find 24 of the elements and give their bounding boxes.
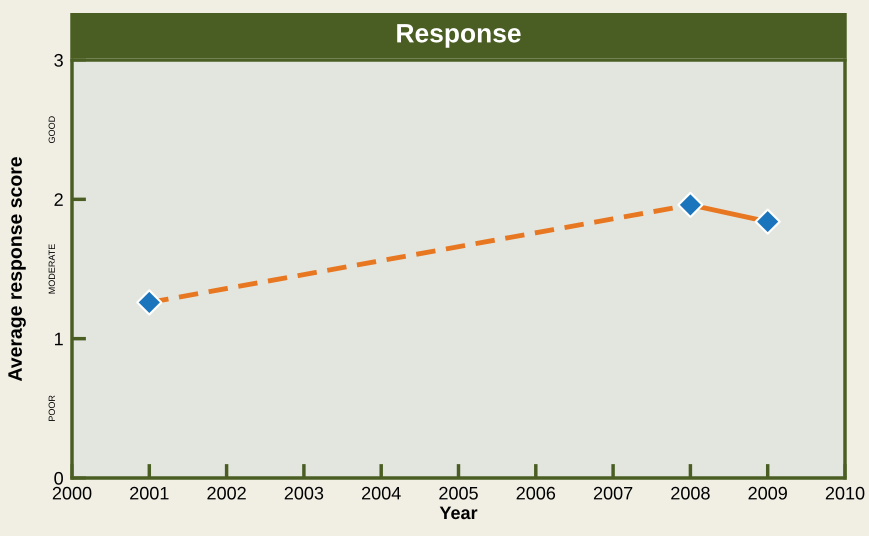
point [754, 208, 781, 235]
x-axis-title: Year [440, 506, 478, 520]
x-tick-label: 2003 [284, 486, 324, 500]
text: GOOD [48, 116, 55, 144]
x-tick-label: 2002 [207, 486, 246, 500]
text: POOR [48, 395, 55, 421]
x-tick-label: 2000 [52, 486, 92, 500]
x-tick-label: 2006 [516, 486, 556, 500]
y-tick-label: 0 [54, 472, 63, 485]
point [677, 192, 704, 218]
y-tick-label: 2 [54, 193, 63, 206]
y-axis-title: Average response score [8, 157, 26, 382]
chart-title: Response [397, 24, 521, 48]
y-tick-label: 3 [54, 54, 63, 67]
x-tick-label: 2005 [439, 486, 478, 500]
x-tick-label: 2004 [362, 486, 401, 500]
y-tick-label: 1 [55, 332, 63, 346]
x-tick-label: 2007 [594, 486, 632, 500]
x-tick-label: 2001 [130, 486, 169, 500]
x-tick-label: 2009 [748, 486, 787, 500]
point [136, 289, 162, 316]
x-tick-label: 2010 [826, 486, 864, 500]
x-tick-label: 2008 [671, 486, 710, 500]
text: MODERATE [48, 244, 55, 294]
